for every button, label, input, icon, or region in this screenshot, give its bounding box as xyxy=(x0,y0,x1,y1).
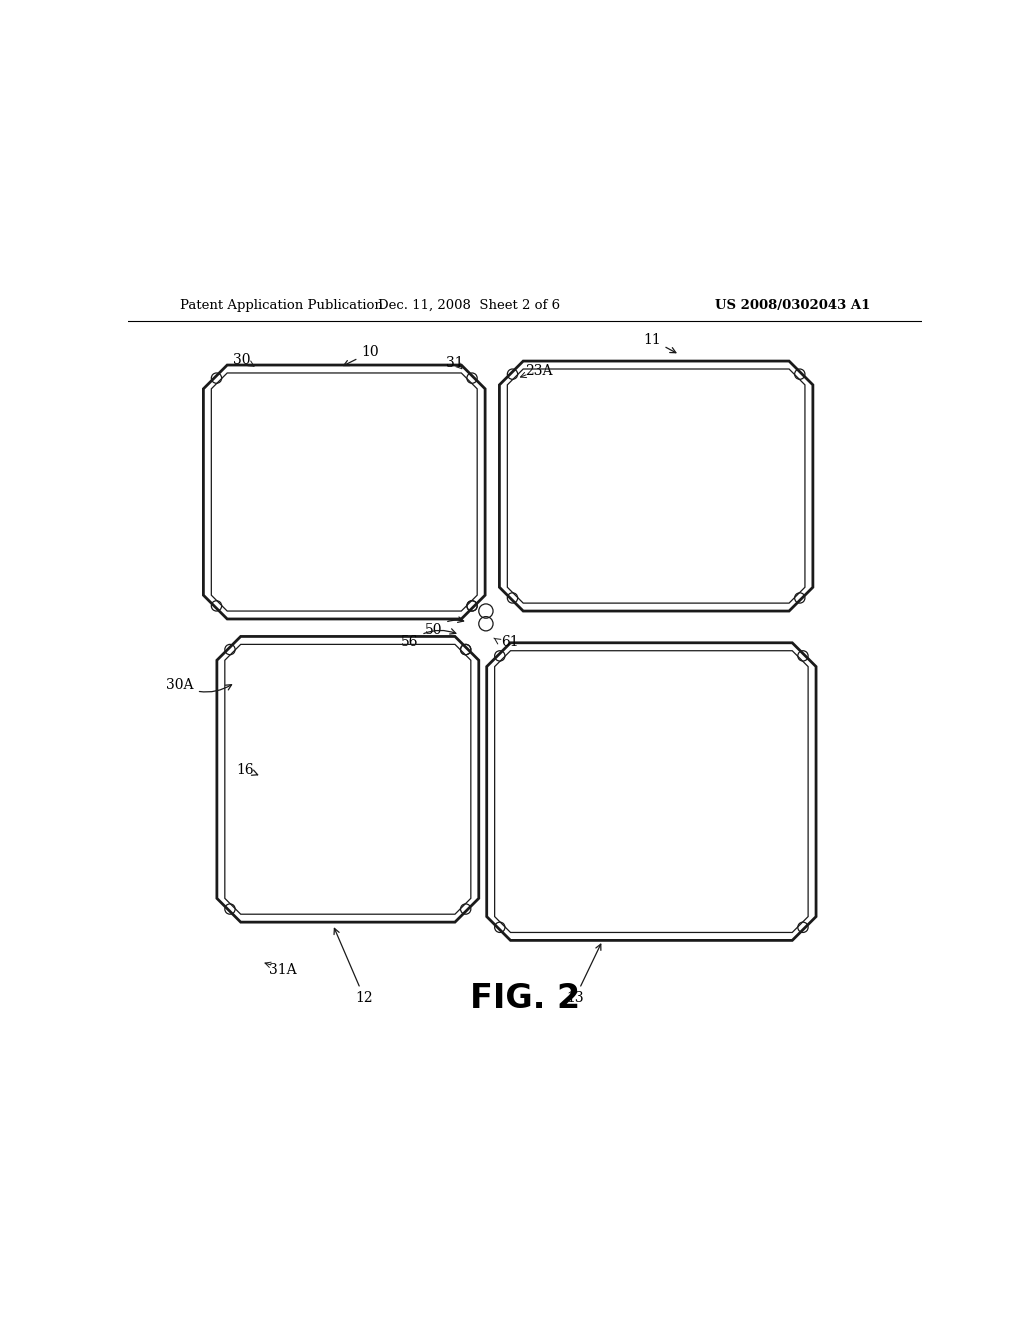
Polygon shape xyxy=(500,362,813,611)
Text: Dec. 11, 2008  Sheet 2 of 6: Dec. 11, 2008 Sheet 2 of 6 xyxy=(378,300,560,312)
Text: 30: 30 xyxy=(232,354,250,367)
Polygon shape xyxy=(486,643,816,940)
Text: 10: 10 xyxy=(344,346,379,366)
Text: 30A: 30A xyxy=(166,678,231,692)
Text: 23A: 23A xyxy=(524,363,552,378)
Text: 11: 11 xyxy=(643,333,676,352)
Text: 31A: 31A xyxy=(269,962,297,977)
Text: 12: 12 xyxy=(334,928,374,1006)
Text: FIG. 2: FIG. 2 xyxy=(470,982,580,1015)
Text: 61: 61 xyxy=(501,635,518,649)
Polygon shape xyxy=(217,636,479,923)
Text: US 2008/0302043 A1: US 2008/0302043 A1 xyxy=(715,300,870,312)
Text: Patent Application Publication: Patent Application Publication xyxy=(179,300,382,312)
Text: 31: 31 xyxy=(446,356,464,371)
Polygon shape xyxy=(204,366,485,619)
Text: 50: 50 xyxy=(425,616,464,638)
Text: 56: 56 xyxy=(401,628,456,649)
Text: 16: 16 xyxy=(237,763,258,776)
Text: 13: 13 xyxy=(566,944,601,1006)
